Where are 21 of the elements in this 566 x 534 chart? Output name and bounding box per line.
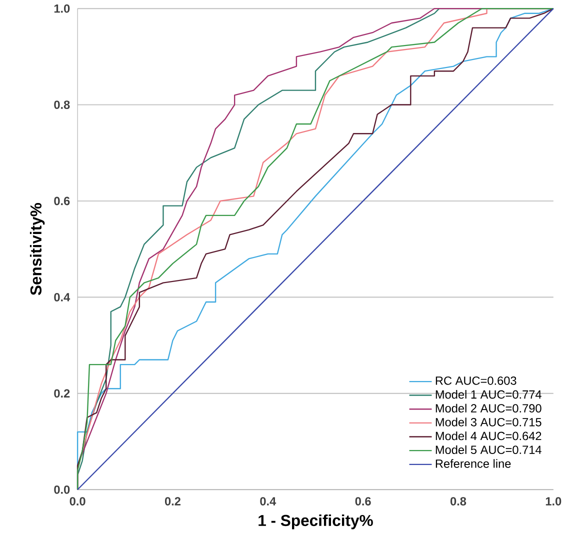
legend-label: RC AUC=0.603	[436, 376, 516, 386]
x-tick-label: 1.0	[546, 497, 562, 506]
x-tick-label: 0.8	[450, 497, 466, 506]
y-tick-label: 1.0	[54, 4, 70, 13]
y-tick-label: 0.8	[54, 100, 70, 110]
x-tick-label: 0.6	[355, 497, 371, 506]
x-tick-label: 0.4	[260, 497, 276, 506]
y-tick-label: 0.0	[54, 486, 70, 494]
y-tick-label: 0.2	[54, 389, 70, 398]
y-tick-label: 0.6	[54, 197, 70, 206]
x-tick-label: 0.2	[164, 497, 180, 506]
y-tick-label: 0.4	[54, 293, 70, 302]
legend-label: Reference line	[436, 459, 511, 468]
legend-label: Model 2 AUC=0.790	[436, 404, 542, 413]
y-axis-title: Sensitivity%	[30, 203, 45, 296]
legend-label: Model 1 AUC=0.774	[436, 390, 542, 399]
legend-label: Model 4 AUC=0.642	[436, 432, 542, 440]
legend-label: Model 5 AUC=0.714	[436, 446, 542, 454]
x-axis-title: 1 - Specificity%	[258, 514, 373, 530]
x-tick-label: 0.0	[70, 497, 86, 506]
legend-label: Model 3 AUC=0.715	[436, 418, 542, 427]
